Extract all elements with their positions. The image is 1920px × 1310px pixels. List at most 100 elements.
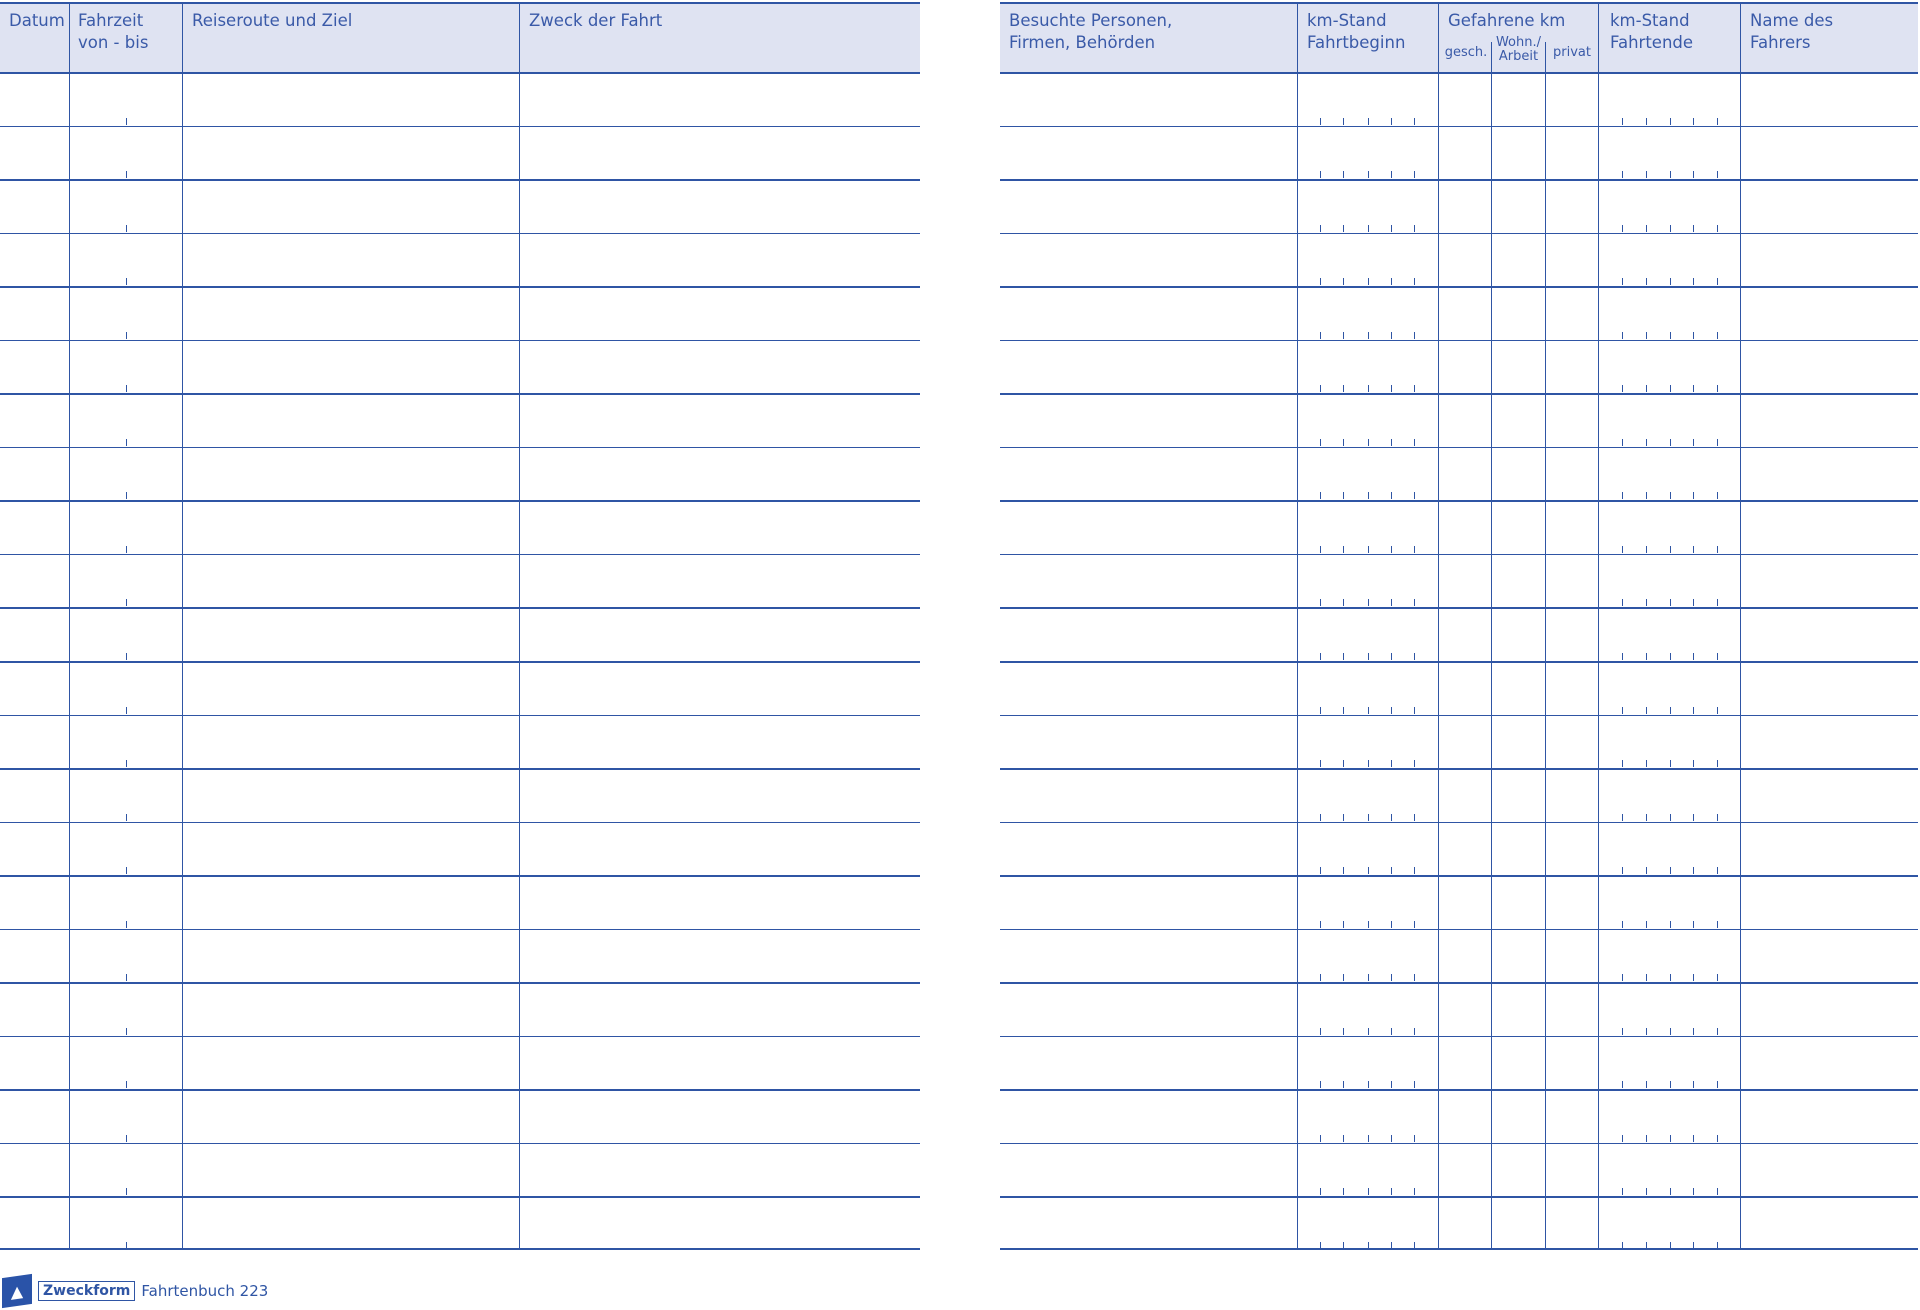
logbook-left-page: Datum Fahrzeit von - bis Reiseroute und … (0, 2, 920, 1250)
row-line (0, 179, 920, 181)
digit-tick (126, 1134, 127, 1142)
digit-tick (1320, 224, 1321, 232)
digit-tick (1368, 813, 1369, 821)
row-line (1000, 553, 1918, 556)
column-divider (1740, 4, 1741, 1250)
digit-tick (1414, 1081, 1415, 1089)
row-line (0, 875, 920, 877)
product-name: Fahrtenbuch 223 (141, 1282, 269, 1300)
header-km-start: km-Stand Fahrtbeginn (1307, 11, 1406, 52)
digit-tick (1343, 331, 1344, 339)
digit-tick (126, 760, 127, 768)
digit-tick (1368, 653, 1369, 660)
digit-tick (1391, 1188, 1392, 1196)
digit-tick (1646, 385, 1647, 393)
digit-tick (1693, 1027, 1694, 1035)
digit-tick (1670, 278, 1671, 286)
row-line (1000, 821, 1918, 824)
header-fahrzeit: Fahrzeit von - bis (78, 11, 149, 52)
digit-tick (1622, 813, 1623, 821)
digit-tick (1717, 1027, 1718, 1035)
digit-tick (1343, 813, 1344, 821)
digit-tick (1693, 224, 1694, 232)
digit-tick (1717, 331, 1718, 339)
digit-tick (1368, 171, 1369, 179)
digit-tick (1670, 1027, 1671, 1035)
digit-tick (1693, 1081, 1694, 1089)
digit-tick (1646, 653, 1647, 660)
row-line (1000, 339, 1918, 342)
digit-tick (1343, 760, 1344, 768)
digit-tick (1717, 653, 1718, 660)
digit-tick (1391, 385, 1392, 393)
digit-tick (1693, 920, 1694, 928)
digit-tick (1414, 331, 1415, 339)
avery-logo: ▲ (2, 1273, 32, 1309)
row-line (0, 768, 920, 770)
digit-tick (1368, 1188, 1369, 1196)
digit-tick (1693, 385, 1694, 393)
digit-tick (1670, 653, 1671, 660)
digit-tick (1670, 813, 1671, 821)
digit-tick (126, 813, 127, 821)
digit-tick (1717, 1134, 1718, 1142)
header-wohn-arbeit: Wohn./ Arbeit (1495, 35, 1542, 64)
row-line (1000, 179, 1918, 181)
row-line (0, 1196, 920, 1198)
digit-tick (1693, 1242, 1694, 1249)
digit-tick (1414, 1027, 1415, 1035)
digit-tick (126, 438, 127, 446)
header-zweck: Zweck der Fahrt (529, 11, 663, 30)
digit-tick (126, 920, 127, 928)
digit-tick (1414, 1242, 1415, 1249)
row-line (1000, 500, 1918, 502)
digit-tick (1368, 1081, 1369, 1089)
digit-tick (1646, 599, 1647, 607)
digit-tick (1368, 920, 1369, 928)
subcolumn-divider (1545, 42, 1546, 1250)
digit-tick (1368, 278, 1369, 286)
digit-tick (1622, 653, 1623, 660)
digit-tick (1368, 1134, 1369, 1142)
digit-tick (1670, 706, 1671, 714)
digit-tick (1368, 760, 1369, 768)
digit-tick (1343, 545, 1344, 553)
digit-tick (1343, 224, 1344, 232)
digit-tick (1391, 171, 1392, 179)
digit-tick (1391, 1134, 1392, 1142)
digit-tick (1368, 331, 1369, 339)
digit-tick (1646, 545, 1647, 553)
digit-tick (1320, 438, 1321, 446)
digit-tick (1646, 492, 1647, 500)
digit-tick (1646, 706, 1647, 714)
digit-tick (1414, 813, 1415, 821)
row-line (1000, 661, 1918, 663)
digit-tick (126, 385, 127, 393)
row-line (1000, 875, 1918, 877)
digit-tick (1717, 867, 1718, 875)
digit-tick (126, 974, 127, 982)
digit-tick (1646, 331, 1647, 339)
digit-tick (1693, 278, 1694, 286)
digit-tick (1343, 706, 1344, 714)
digit-tick (1622, 492, 1623, 500)
digit-tick (1320, 117, 1321, 125)
digit-tick (1320, 706, 1321, 714)
digit-tick (1391, 224, 1392, 232)
row-line (1000, 1089, 1918, 1091)
digit-tick (1414, 1134, 1415, 1142)
digit-tick (1717, 1242, 1718, 1249)
digit-tick (1646, 867, 1647, 875)
header-fahrer: Name des Fahrers (1750, 11, 1834, 52)
digit-tick (1391, 653, 1392, 660)
digit-tick (1717, 760, 1718, 768)
digit-tick (1717, 171, 1718, 179)
digit-tick (1343, 171, 1344, 179)
digit-tick (1368, 385, 1369, 393)
left-header-band (0, 2, 920, 74)
digit-tick (126, 599, 127, 607)
digit-tick (1343, 1188, 1344, 1196)
digit-tick (1646, 278, 1647, 286)
digit-tick (1343, 492, 1344, 500)
digit-tick (1670, 438, 1671, 446)
